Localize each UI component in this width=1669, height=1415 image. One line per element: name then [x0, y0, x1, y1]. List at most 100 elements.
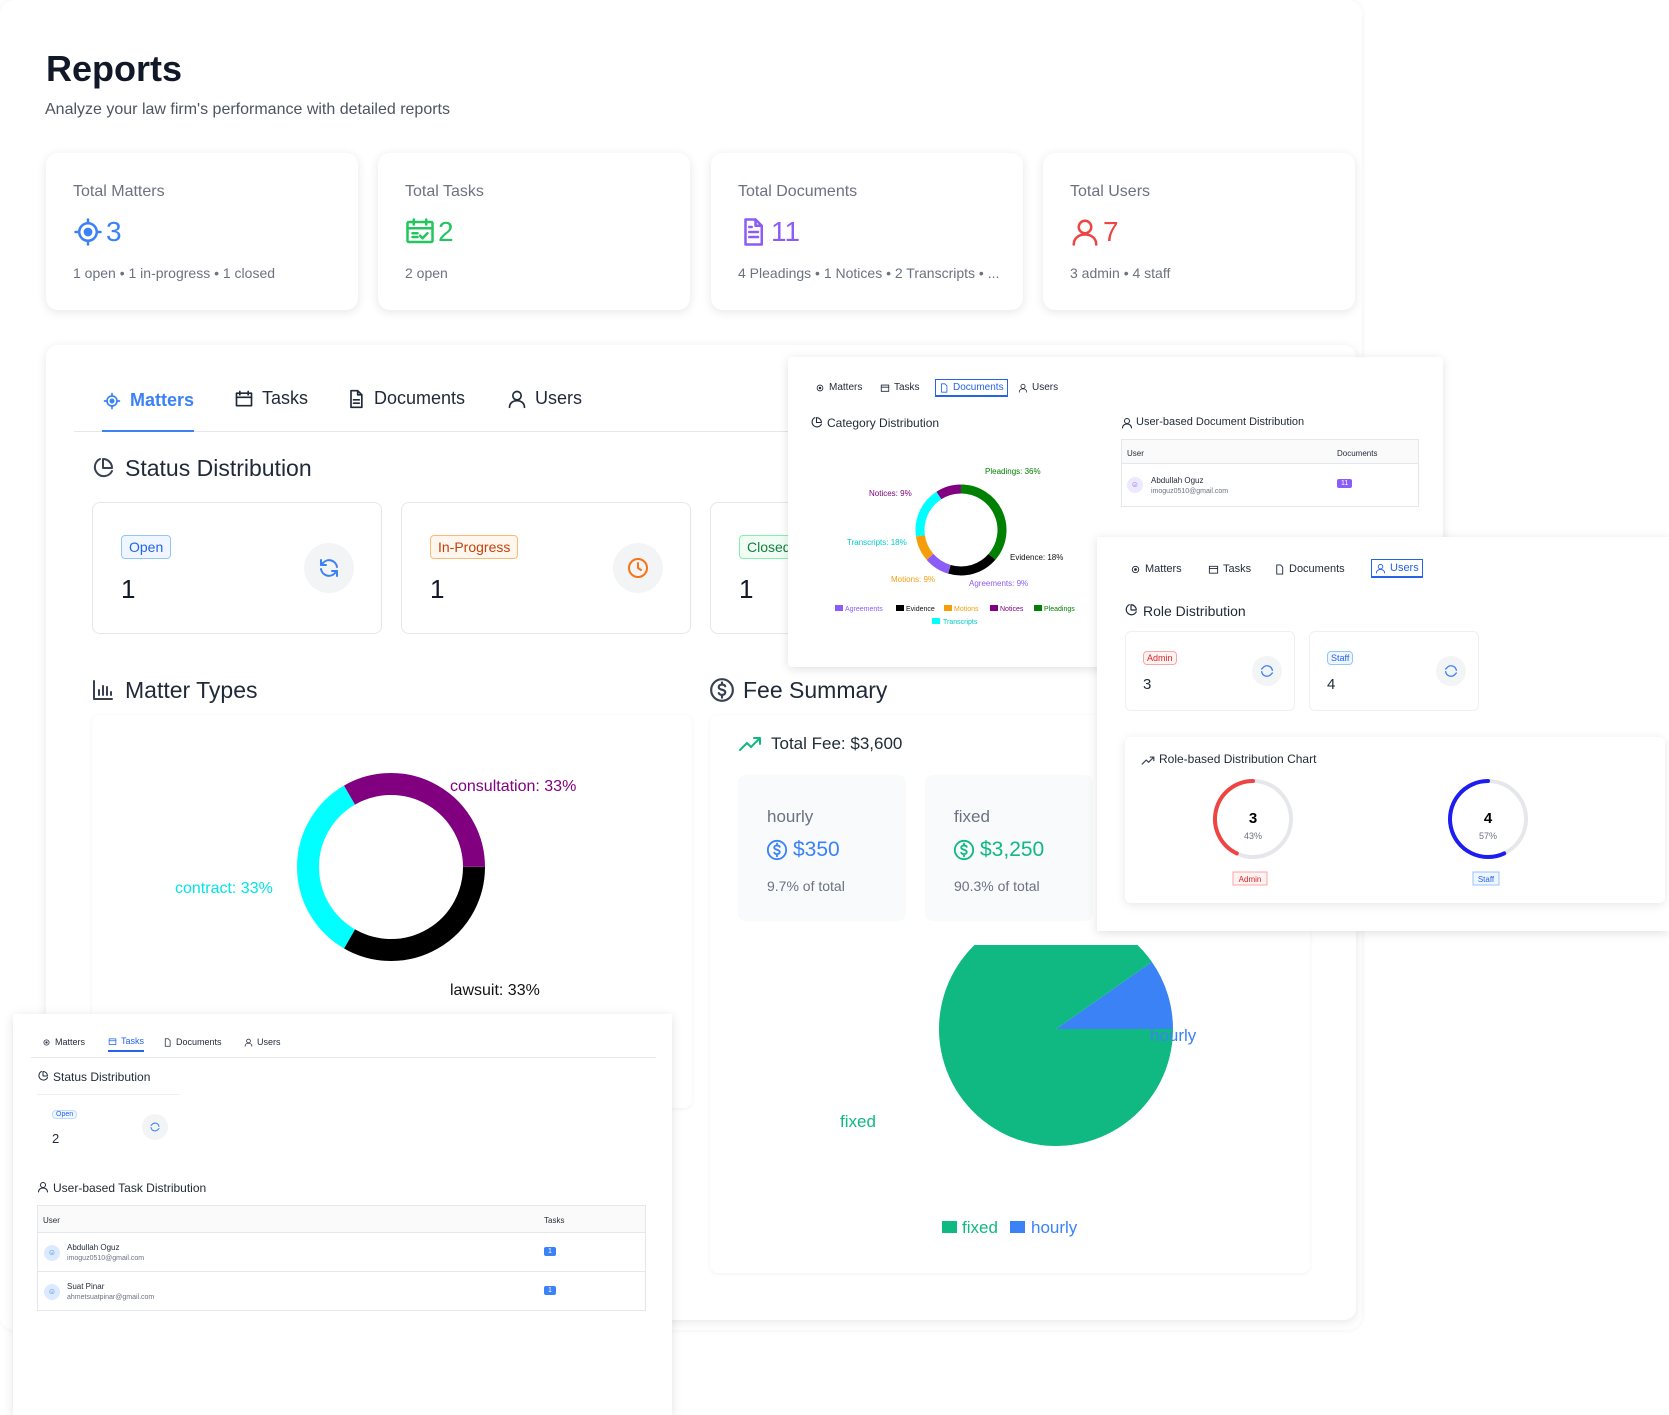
mini-tab-matters[interactable]: Matters: [42, 1037, 85, 1047]
fee-card-fixed: fixed $3,250 90.3% of total: [925, 775, 1093, 921]
refresh-icon: [1445, 665, 1457, 677]
mini-tab-matters[interactable]: Matters: [815, 382, 862, 393]
fee-amount: $350: [793, 838, 840, 861]
trending-up-icon: [739, 737, 761, 751]
stat-label: Total Tasks: [405, 183, 484, 200]
status-badge: In-Progress: [430, 535, 519, 559]
status-badge: Open: [121, 535, 172, 559]
gauge-badge-bg-staff: [1472, 871, 1500, 886]
legend-swatch-agreements: [835, 605, 843, 611]
row-email: imoguz0510@gmail.com: [67, 1255, 145, 1262]
mini-tab-documents[interactable]: Documents: [935, 379, 1008, 397]
task-status-card: Open 2: [37, 1094, 180, 1164]
stat-card-documents: Total Documents 11 4 Pleadings • 1 Notic…: [711, 153, 1023, 310]
refresh-icon-wrap: [1252, 656, 1282, 686]
target-icon: [43, 1039, 50, 1045]
donut-label-pleadings: Pleadings: 36%: [985, 467, 1041, 476]
status-card-open: Open 1: [92, 502, 382, 634]
tab-label: Users: [1390, 562, 1419, 574]
document-icon: [1276, 563, 1284, 575]
gauge-label-staff: Staff: [1478, 875, 1495, 884]
tab-users[interactable]: Users: [507, 388, 582, 409]
users-panel-screenshot: Matters Tasks Documents Users Role Distr…: [1097, 537, 1669, 931]
donut-label-motions: Motions: 9%: [891, 575, 935, 584]
user-icon: [1018, 383, 1028, 393]
mini-tab-tasks[interactable]: Tasks: [108, 1034, 145, 1052]
row-email: imoguz0510@gmail.com: [1151, 488, 1229, 495]
gauge-value-staff: 4: [1484, 810, 1493, 827]
row-name: Abdullah Oguz: [1151, 476, 1204, 485]
mini-tab-documents[interactable]: Documents: [1274, 563, 1345, 575]
target-icon: [1131, 565, 1140, 573]
page-subtitle: Analyze your law firm's performance with…: [45, 101, 450, 118]
stat-detail: 4 Pleadings • 1 Notices • 2 Transcripts …: [738, 265, 1000, 281]
table-row: ☺ Suat Pinar ahmetsuatpinar@gmail.com 1: [38, 1273, 645, 1312]
calendar-icon: [235, 390, 253, 406]
table-row: ☺ Abdullah Oguz imoguz0510@gmail.com 1: [38, 1233, 645, 1272]
table-header: [38, 1206, 645, 1233]
legend-hourly: hourly: [1031, 1218, 1078, 1237]
mini-tab-documents[interactable]: Documents: [163, 1037, 222, 1047]
legend-agreements: Agreements: [845, 606, 883, 613]
category-donut-chart: Pleadings: 36% Notices: 9% Transcripts: …: [835, 467, 1075, 626]
tab-label: Documents: [953, 382, 1004, 393]
tasks-panel-screenshot: Matters Tasks Documents Users Status Dis…: [13, 1014, 672, 1415]
mini-tab-tasks[interactable]: Tasks: [880, 382, 920, 393]
status-count: 1: [739, 574, 754, 604]
stat-value: 3: [106, 216, 122, 247]
tab-documents[interactable]: Documents: [346, 388, 465, 409]
role-badge: Admin: [1143, 651, 1177, 665]
fee-amount: $3,250: [980, 838, 1045, 861]
pie-chart-icon: [1125, 604, 1137, 616]
document-icon: [744, 218, 763, 246]
row-count-badge: 1: [544, 1247, 556, 1256]
tab-tasks[interactable]: Tasks: [234, 388, 308, 409]
stat-value: 2: [438, 216, 454, 247]
col-header-tasks: Tasks: [544, 1216, 565, 1225]
document-icon: [164, 1037, 171, 1047]
legend-fixed: fixed: [962, 1218, 998, 1237]
trending-up-icon: [1141, 756, 1155, 765]
target-icon: [74, 218, 102, 246]
stat-value: 7: [1103, 216, 1119, 247]
fee-summary-title: Fee Summary: [743, 677, 888, 703]
tab-label: Documents: [374, 388, 466, 408]
tab-divider: [31, 1057, 656, 1058]
status-badge: Open: [52, 1110, 78, 1119]
pie-label-hourly: hourly: [1150, 1026, 1197, 1045]
avatar: ☺: [44, 1245, 60, 1261]
refresh-icon-wrap: [142, 1114, 168, 1140]
mini-tab-users[interactable]: Users: [1371, 559, 1423, 578]
legend-motions: Motions: [954, 606, 979, 613]
refresh-icon-wrap: [304, 543, 354, 593]
col-header-user: User: [1127, 449, 1144, 458]
refresh-icon: [320, 559, 338, 577]
mini-tab-users[interactable]: Users: [1018, 382, 1058, 393]
legend-transcripts: Transcripts: [943, 619, 978, 626]
user-task-title: User-based Task Distribution: [53, 1181, 207, 1195]
mini-tab-tasks[interactable]: Tasks: [1208, 563, 1251, 575]
stat-label: Total Documents: [738, 183, 858, 200]
avatar: ☺: [44, 1284, 60, 1300]
gauge-badge-bg-admin: [1232, 871, 1268, 886]
clock-icon: [628, 558, 648, 578]
dollar-circle-icon: [766, 839, 788, 861]
document-icon: [350, 389, 363, 408]
tab-matters[interactable]: Matters: [102, 385, 195, 432]
tab-label: Matters: [55, 1037, 86, 1047]
stat-value: 11: [771, 216, 801, 247]
mini-tab-users[interactable]: Users: [244, 1037, 281, 1047]
page-title: Reports: [46, 48, 183, 89]
gauge-arc-staff: [1448, 779, 1507, 859]
donut-slice-lawsuit: [344, 866, 485, 961]
tab-label: Documents: [176, 1037, 222, 1047]
pie-chart-icon: [811, 417, 822, 428]
tab-label: Tasks: [1223, 563, 1252, 575]
role-badge: Staff: [1327, 651, 1354, 665]
donut-slice-motions: [915, 534, 934, 560]
calendar-icon: [880, 384, 890, 392]
stat-label: Total Matters: [73, 183, 165, 200]
chart-label-consultation: consultation: 33%: [450, 778, 576, 795]
tab-label: Users: [1032, 382, 1059, 393]
mini-tab-matters[interactable]: Matters: [1130, 563, 1182, 575]
